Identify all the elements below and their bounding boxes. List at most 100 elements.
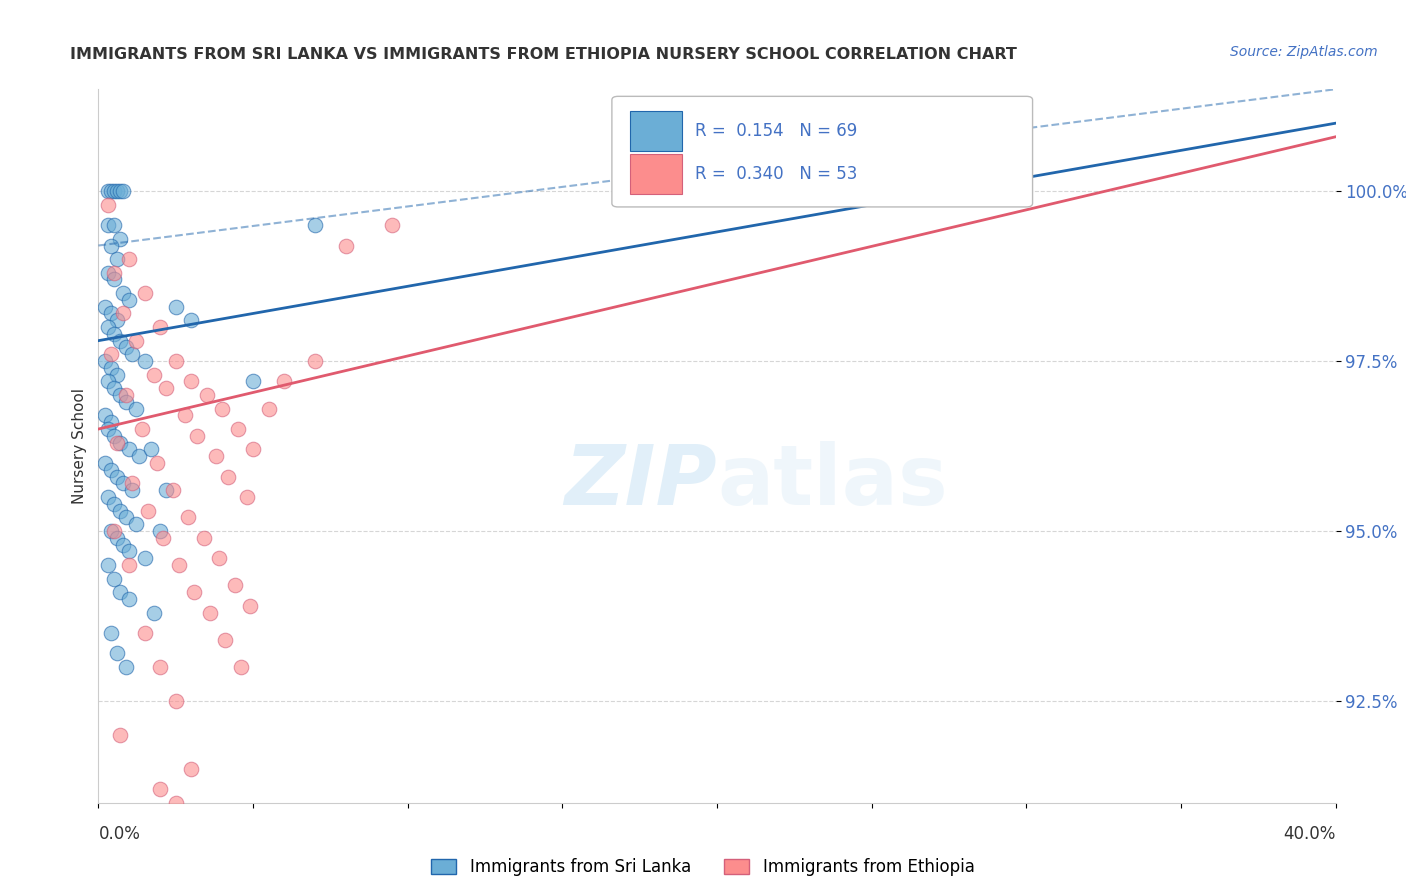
Point	[93, 300, 115, 314]
Point	[93, 354, 115, 368]
Point	[93, 409, 115, 423]
Point	[115, 341, 138, 355]
Point	[205, 449, 228, 463]
Point	[112, 537, 135, 551]
Text: IMMIGRANTS FROM SRI LANKA VS IMMIGRANTS FROM ETHIOPIA NURSERY SCHOOL CORRELATION: IMMIGRANTS FROM SRI LANKA VS IMMIGRANTS …	[70, 47, 1017, 62]
Point	[224, 578, 246, 592]
Y-axis label: Nursery School: Nursery School	[72, 388, 87, 504]
Point	[242, 375, 264, 389]
Point	[100, 184, 122, 198]
Point	[124, 334, 146, 348]
Point	[97, 375, 120, 389]
Point	[105, 252, 128, 266]
Point	[162, 483, 184, 498]
Point	[100, 524, 122, 538]
Text: 40.0%: 40.0%	[1284, 825, 1336, 843]
Point	[118, 442, 141, 457]
Point	[103, 266, 125, 280]
Point	[97, 218, 120, 232]
Point	[100, 306, 122, 320]
Point	[112, 306, 135, 320]
Point	[112, 476, 135, 491]
Point	[105, 368, 128, 382]
Text: R =  0.154   N = 69: R = 0.154 N = 69	[695, 122, 858, 140]
Point	[118, 293, 141, 307]
Point	[134, 551, 156, 566]
Point	[121, 476, 143, 491]
Point	[121, 347, 143, 361]
Point	[124, 517, 146, 532]
Point	[97, 266, 120, 280]
Point	[108, 184, 131, 198]
Point	[103, 429, 125, 443]
Point	[242, 442, 264, 457]
Point	[335, 238, 357, 252]
Point	[211, 401, 233, 416]
Point	[97, 184, 120, 198]
Point	[103, 184, 125, 198]
Point	[103, 524, 125, 538]
Point	[97, 558, 120, 572]
Point	[186, 429, 208, 443]
Point	[131, 422, 153, 436]
Point	[100, 415, 122, 429]
Point	[165, 694, 187, 708]
Point	[100, 463, 122, 477]
Point	[115, 510, 138, 524]
Point	[139, 442, 162, 457]
Text: ZIP: ZIP	[564, 442, 717, 522]
Point	[118, 591, 141, 606]
Point	[124, 401, 146, 416]
Point	[112, 286, 135, 301]
Legend: Immigrants from Sri Lanka, Immigrants from Ethiopia: Immigrants from Sri Lanka, Immigrants fr…	[425, 852, 981, 883]
Point	[108, 388, 131, 402]
Point	[143, 368, 166, 382]
Point	[103, 326, 125, 341]
Point	[121, 483, 143, 498]
Point	[177, 510, 200, 524]
Point	[97, 490, 120, 504]
Point	[143, 606, 166, 620]
Point	[108, 435, 131, 450]
Point	[103, 572, 125, 586]
Point	[146, 456, 169, 470]
Point	[149, 524, 172, 538]
Point	[118, 558, 141, 572]
Point	[152, 531, 174, 545]
Text: R =  0.340   N = 53: R = 0.340 N = 53	[695, 165, 858, 183]
Point	[108, 503, 131, 517]
Point	[118, 252, 141, 266]
Point	[165, 796, 187, 810]
Point	[174, 409, 197, 423]
Point	[100, 238, 122, 252]
Point	[105, 469, 128, 483]
Point	[128, 449, 150, 463]
Point	[115, 394, 138, 409]
Point	[165, 300, 187, 314]
Text: Source: ZipAtlas.com: Source: ZipAtlas.com	[1230, 45, 1378, 59]
Point	[134, 354, 156, 368]
Point	[229, 660, 252, 674]
Point	[134, 626, 156, 640]
Text: atlas: atlas	[717, 442, 948, 522]
Point	[149, 320, 172, 334]
Point	[214, 632, 236, 647]
Point	[193, 531, 215, 545]
Point	[195, 388, 218, 402]
Point	[180, 375, 202, 389]
Point	[226, 422, 249, 436]
Point	[100, 347, 122, 361]
Point	[134, 286, 156, 301]
Point	[103, 218, 125, 232]
Point	[100, 360, 122, 375]
Point	[97, 198, 120, 212]
Point	[108, 232, 131, 246]
Point	[183, 585, 205, 599]
Point	[115, 660, 138, 674]
Point	[217, 469, 239, 483]
Point	[93, 456, 115, 470]
FancyBboxPatch shape	[630, 154, 682, 194]
Point	[165, 354, 187, 368]
Point	[149, 782, 172, 797]
Point	[208, 551, 231, 566]
